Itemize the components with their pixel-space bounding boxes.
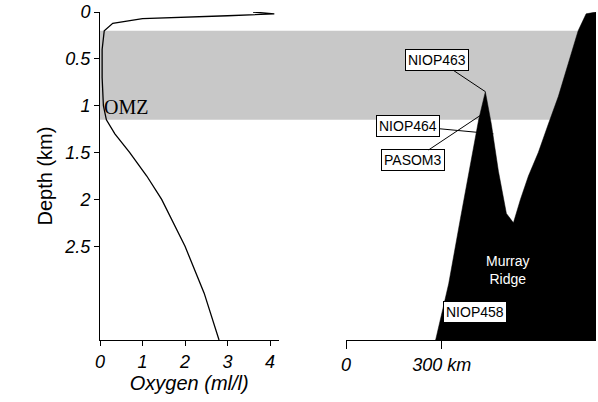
svg-text:OMZ: OMZ [104,96,148,118]
svg-text:NIOP458: NIOP458 [446,304,504,320]
svg-text:1: 1 [80,96,90,116]
svg-text:Depth (km): Depth (km) [34,127,56,226]
svg-text:1: 1 [138,352,148,372]
svg-text:0: 0 [80,2,90,22]
svg-text:2.5: 2.5 [64,237,91,257]
svg-text:300 km: 300 km [412,355,471,375]
svg-text:Oxygen (ml/l): Oxygen (ml/l) [130,372,249,394]
svg-text:2: 2 [179,352,190,372]
svg-text:0.5: 0.5 [65,49,91,69]
svg-text:4: 4 [265,352,275,372]
svg-text:0: 0 [341,355,351,375]
svg-text:2: 2 [79,190,90,210]
svg-text:0: 0 [95,352,105,372]
svg-text:MurrayRidge: MurrayRidge [486,253,530,287]
svg-text:NIOP464: NIOP464 [379,118,437,134]
svg-text:NIOP463: NIOP463 [408,52,466,68]
svg-text:PASOM3: PASOM3 [384,152,442,168]
svg-text:3: 3 [223,352,233,372]
svg-text:1.5: 1.5 [65,143,91,163]
